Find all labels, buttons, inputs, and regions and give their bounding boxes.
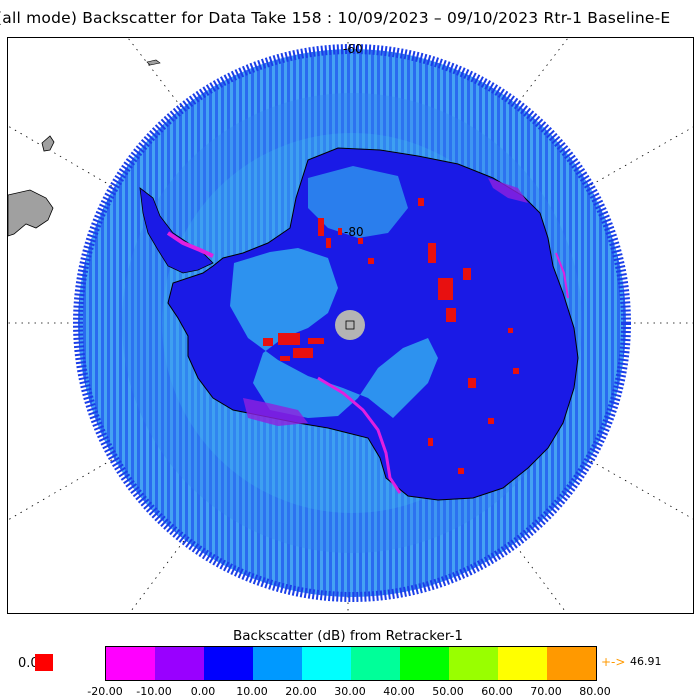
max-value-arrow: +-> (601, 655, 626, 669)
amery-ice-shelf-edge (555, 252, 569, 299)
colorbar-tick-label: -10.00 (136, 685, 172, 698)
colorbar-ticks: -20.00 -10.00 0.00 10.00 20.00 30.00 40.00 50.0… (0, 685, 700, 700)
purple-ice-patch-2 (488, 178, 528, 203)
purple-ice-patch (243, 398, 308, 426)
antarctic-peninsula (139, 187, 214, 274)
min-value-swatch (35, 654, 53, 671)
falkland-islands (41, 135, 55, 152)
ross-ice-shelf-edge (317, 376, 402, 494)
colorbar-tick-label: 80.00 (579, 685, 611, 698)
colorbar-title: Backscatter (dB) from Retracker-1 (232, 628, 463, 644)
east-interior-ice (308, 166, 408, 238)
colorbar-tick-label: -20.00 (87, 685, 123, 698)
colorbar-cell (302, 647, 351, 680)
colorbar-tick-label: 20.00 (285, 685, 317, 698)
colorbar-tick-label: 40.00 (383, 685, 415, 698)
max-value-label: 46.91 (630, 655, 662, 668)
colorbar (105, 646, 597, 681)
pole-marker (345, 320, 355, 330)
colorbar-tick-label: 30.00 (334, 685, 366, 698)
colorbar-tick-label: 10.00 (236, 685, 268, 698)
colorbar-cell (204, 647, 253, 680)
south-america-land (8, 189, 54, 237)
colorbar-cell (155, 647, 204, 680)
min-value-label: 0.0 (18, 656, 39, 671)
colorbar-cell (253, 647, 302, 680)
colorbar-cell (449, 647, 498, 680)
map-panel: -60 -80 (7, 37, 694, 614)
colorbar-cell (400, 647, 449, 680)
colorbar-cell (106, 647, 155, 680)
map-title: (all mode) Backscatter for Data Take 158… (0, 9, 671, 27)
colorbar-tick-label: 0.00 (190, 685, 216, 698)
colorbar-cell (547, 647, 596, 680)
polar-map: -60 -80 (8, 38, 693, 613)
colorbar-tick-label: 50.00 (432, 685, 464, 698)
small-island (146, 59, 161, 66)
colorbar-cell (498, 647, 547, 680)
lat-label-80: -80 (344, 225, 364, 239)
colorbar-tick-label: 60.00 (481, 685, 513, 698)
ronne-ice-shelf-edge (166, 231, 214, 258)
red-speckle (263, 198, 519, 474)
colorbar-tick-label: 70.00 (530, 685, 562, 698)
colorbar-cell (351, 647, 400, 680)
lat-label-60: -60 (343, 42, 363, 56)
interior-ice-light (230, 248, 438, 418)
pole-hole (335, 310, 365, 340)
